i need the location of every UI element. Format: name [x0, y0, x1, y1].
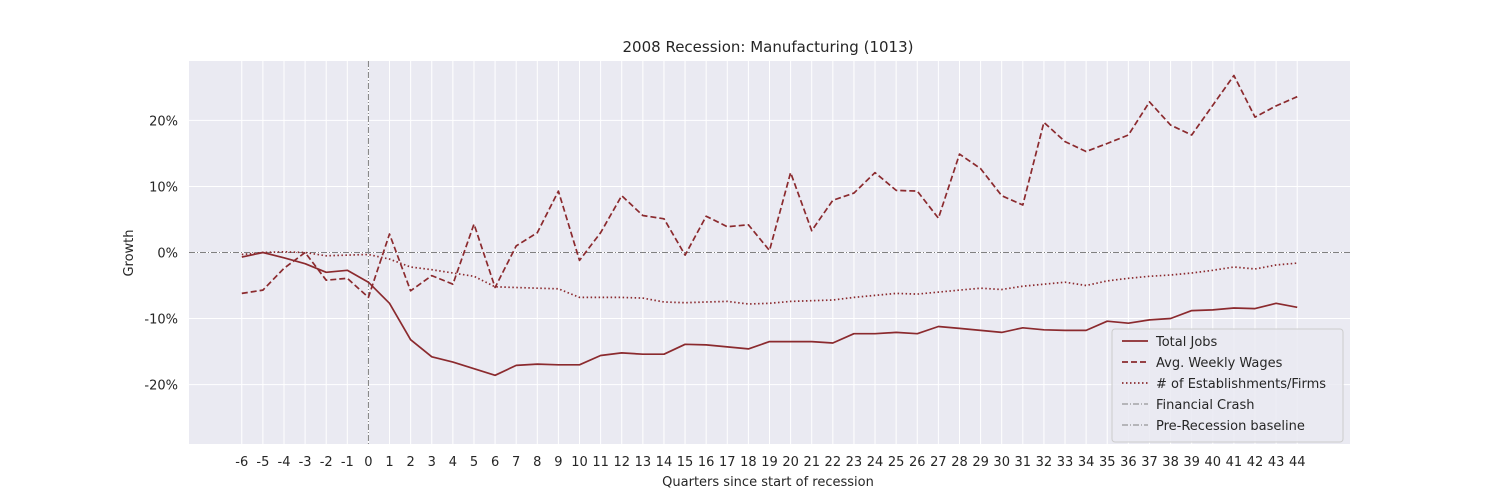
x-tick-label: 20	[782, 455, 799, 470]
x-tick-label: 24	[867, 455, 884, 470]
x-tick-label: 36	[1120, 455, 1137, 470]
x-tick-label: 9	[554, 455, 562, 470]
x-tick-label: 41	[1226, 455, 1243, 470]
x-tick-label: -3	[299, 455, 312, 470]
x-tick-label: 35	[1099, 455, 1116, 470]
legend-box	[1111, 328, 1344, 443]
x-tick-label: 19	[761, 455, 778, 470]
x-tick-label: 27	[930, 455, 947, 470]
x-tick-label: 38	[1162, 455, 1179, 470]
x-tick-label: 13	[635, 455, 652, 470]
x-tick-label: 17	[719, 455, 736, 470]
x-tick-label: 8	[533, 455, 541, 470]
legend: Total Jobs Avg. Weekly Wages # of Establis…	[1111, 328, 1344, 443]
series-line-avg-weekly-wages	[241, 74, 1298, 299]
x-tick-label: 10	[571, 455, 588, 470]
x-tick-label: 1	[385, 455, 393, 470]
legend-label: Avg. Weekly Wages	[1156, 356, 1283, 371]
series-line-total-jobs	[241, 251, 1298, 377]
x-tick-label: 7	[512, 455, 520, 470]
series-line-of-establishments-firms	[241, 250, 1298, 305]
x-tick-label: 40	[1205, 455, 1222, 470]
y-tick-label: -10%	[144, 313, 178, 328]
x-tick-label: 29	[972, 455, 989, 470]
x-axis-ticks: -6 -5 -4 -3 -2 -1 0 1 2 3 4 5 6 7 8 9 10 11 12 13 14 15 16 17 18…	[235, 455, 1305, 470]
x-tick-label: 6	[491, 455, 499, 470]
x-tick-label: 4	[449, 455, 457, 470]
y-axis-label: Growth	[122, 229, 137, 276]
y-axis-ticks: -20% -10% 0% 10% 20%	[144, 114, 178, 393]
series-lines	[241, 74, 1298, 377]
x-tick-label: 31	[1015, 455, 1032, 470]
x-tick-label: 33	[1057, 455, 1074, 470]
x-tick-label: 16	[698, 455, 715, 470]
x-tick-label: -5	[256, 455, 269, 470]
x-tick-label: 15	[677, 455, 694, 470]
x-tick-label: 32	[1036, 455, 1053, 470]
x-tick-label: 3	[428, 455, 436, 470]
y-tick-label: -20%	[144, 379, 178, 394]
x-tick-label: 21	[803, 455, 820, 470]
x-tick-label: -2	[320, 455, 333, 470]
y-tick-label: 10%	[149, 180, 178, 195]
x-tick-label: 30	[993, 455, 1010, 470]
legend-label: Financial Crash	[1156, 398, 1254, 413]
chart-title: 2008 Recession: Manufacturing (1013)	[623, 38, 914, 56]
legend-label: Total Jobs	[1155, 335, 1218, 350]
x-tick-label: 14	[656, 455, 673, 470]
x-tick-label: 12	[613, 455, 630, 470]
x-tick-label: 18	[740, 455, 757, 470]
reference-lines	[189, 61, 1350, 444]
legend-label: Pre-Recession baseline	[1156, 419, 1305, 434]
x-tick-label: 43	[1268, 455, 1285, 470]
legend-label: # of Establishments/Firms	[1156, 377, 1326, 392]
x-tick-label: 23	[846, 455, 863, 470]
x-tick-label: 11	[592, 455, 609, 470]
x-tick-label: 28	[951, 455, 968, 470]
x-tick-label: 26	[909, 455, 926, 470]
x-tick-label: 5	[470, 455, 478, 470]
x-tick-label: 39	[1183, 455, 1200, 470]
y-tick-label: 0%	[157, 247, 178, 262]
x-tick-label: 22	[825, 455, 842, 470]
x-tick-label: 0	[364, 455, 372, 470]
x-tick-label: 34	[1078, 455, 1095, 470]
x-tick-label: 2	[407, 455, 415, 470]
x-tick-label: 25	[888, 455, 905, 470]
x-tick-label: 44	[1289, 455, 1306, 470]
x-tick-label: -4	[278, 455, 291, 470]
y-tick-label: 20%	[149, 114, 178, 129]
x-tick-label: 37	[1141, 455, 1158, 470]
x-tick-label: 42	[1247, 455, 1264, 470]
x-axis-label: Quarters since start of recession	[662, 475, 874, 490]
x-tick-label: -6	[235, 455, 248, 470]
x-tick-label: -1	[341, 455, 354, 470]
